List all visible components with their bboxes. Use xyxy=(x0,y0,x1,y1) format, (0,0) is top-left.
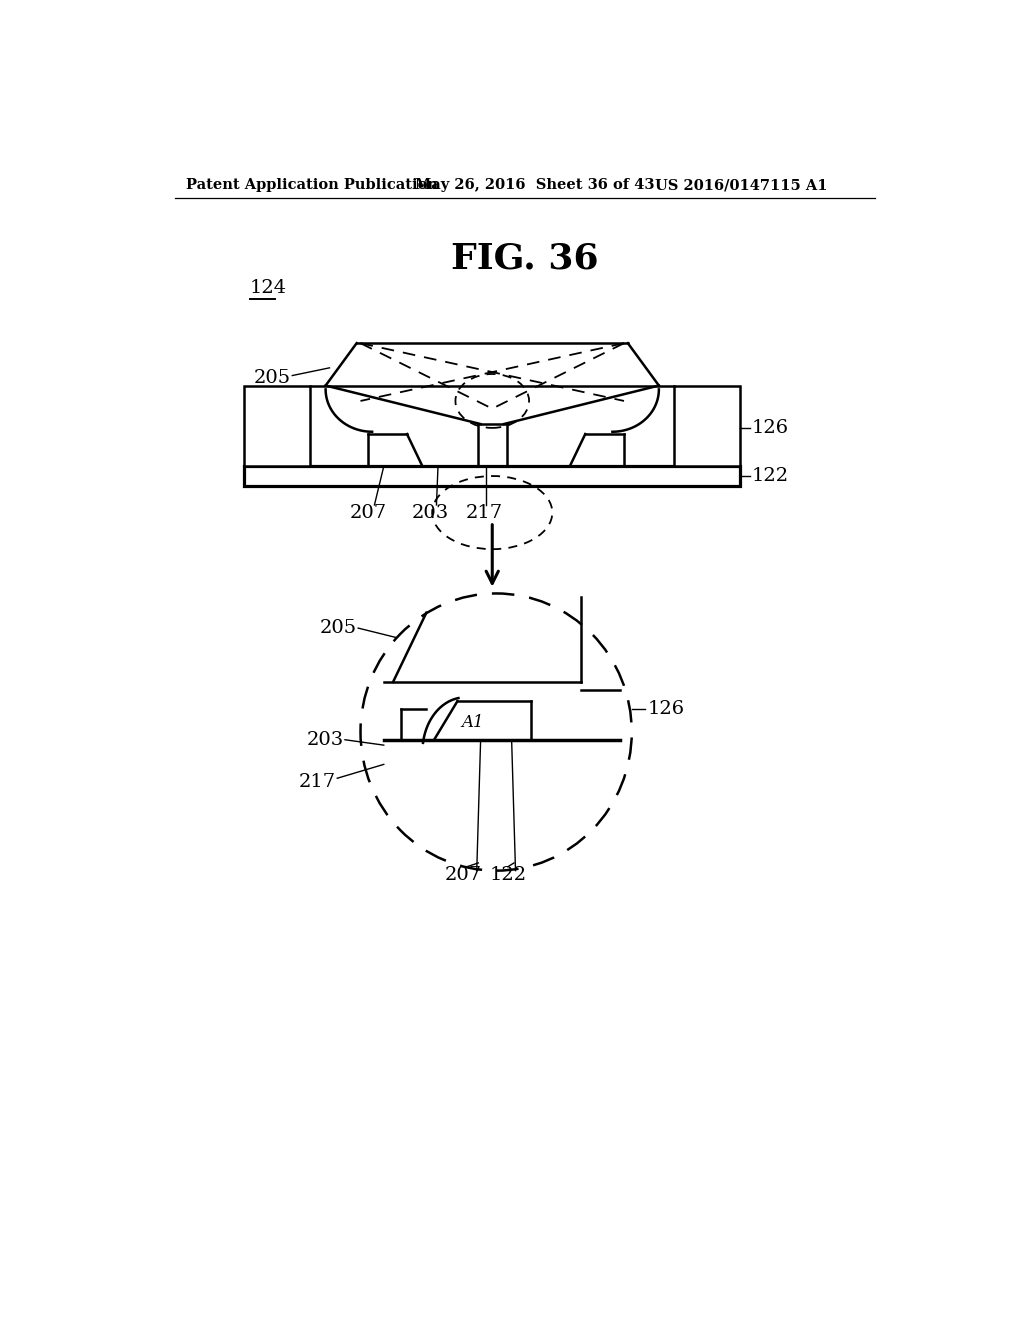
Text: US 2016/0147115 A1: US 2016/0147115 A1 xyxy=(655,178,827,193)
Text: 122: 122 xyxy=(752,467,790,486)
Text: 217: 217 xyxy=(299,774,336,791)
Bar xyxy=(675,385,740,466)
Text: 122: 122 xyxy=(489,866,526,883)
Text: 124: 124 xyxy=(250,279,287,297)
Text: A1: A1 xyxy=(461,714,484,731)
Text: 205: 205 xyxy=(319,619,356,638)
Bar xyxy=(245,385,310,466)
Text: FIG. 36: FIG. 36 xyxy=(451,242,599,276)
Text: May 26, 2016  Sheet 36 of 43: May 26, 2016 Sheet 36 of 43 xyxy=(415,178,654,193)
Text: 207: 207 xyxy=(444,866,481,883)
Text: 126: 126 xyxy=(647,700,684,718)
Bar xyxy=(245,466,740,486)
Ellipse shape xyxy=(360,594,632,871)
Text: 203: 203 xyxy=(306,731,343,748)
Text: 203: 203 xyxy=(412,504,449,521)
Text: 205: 205 xyxy=(254,368,291,387)
Text: 126: 126 xyxy=(752,418,790,437)
Text: Patent Application Publication: Patent Application Publication xyxy=(186,178,438,193)
Text: 207: 207 xyxy=(349,504,387,521)
Text: 217: 217 xyxy=(466,504,503,521)
